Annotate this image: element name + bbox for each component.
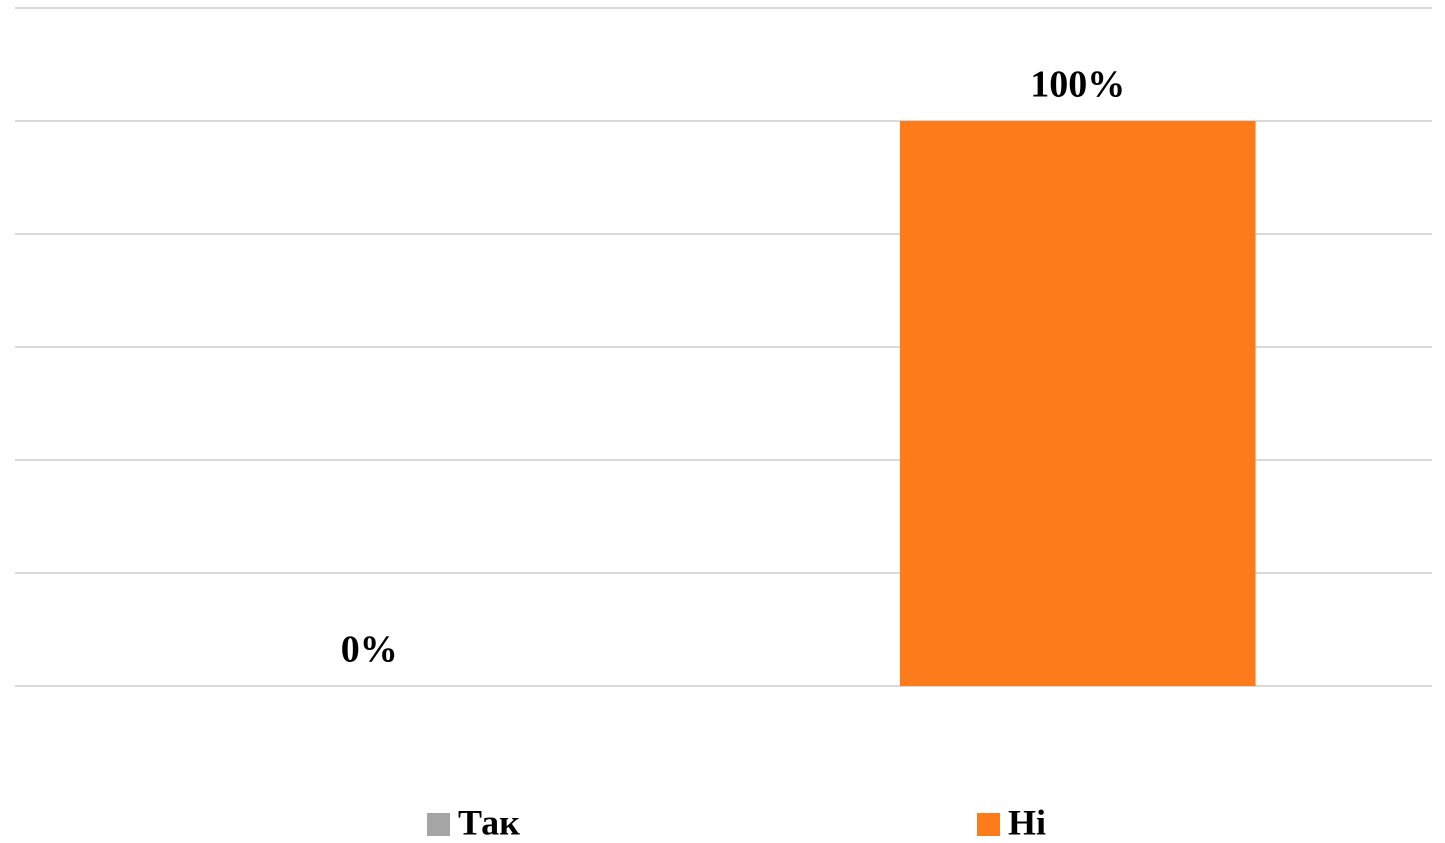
value-label: 0% <box>341 629 398 671</box>
value-label: 100% <box>1030 64 1125 106</box>
legend-label: Так <box>458 802 520 842</box>
bar <box>899 121 1256 686</box>
legend-swatch <box>427 813 450 836</box>
legend-label: Ні <box>1008 802 1046 842</box>
legend-swatch <box>977 813 1000 836</box>
